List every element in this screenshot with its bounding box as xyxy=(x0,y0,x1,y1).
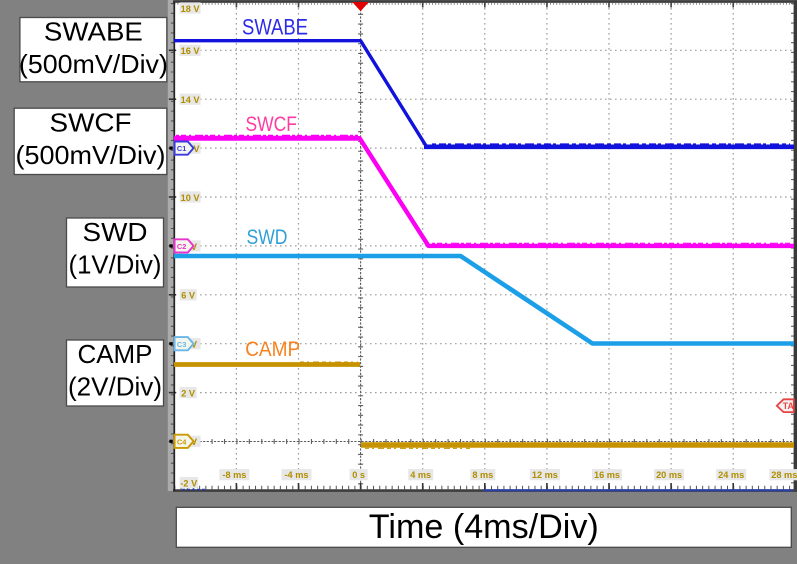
svg-text:(500mV/Div): (500mV/Div) xyxy=(19,49,168,79)
svg-text:CAMP: CAMP xyxy=(78,339,153,369)
svg-text:SWABE: SWABE xyxy=(44,17,143,47)
svg-text:(1V/Div): (1V/Div) xyxy=(69,250,162,280)
svg-text:20 ms: 20 ms xyxy=(656,470,682,480)
svg-text:0 s: 0 s xyxy=(352,470,365,480)
svg-text:TA: TA xyxy=(783,401,795,411)
svg-text:6 V: 6 V xyxy=(181,291,196,301)
svg-text:C3: C3 xyxy=(177,340,186,349)
svg-text:14 V: 14 V xyxy=(181,95,201,105)
svg-text:(2V/Div): (2V/Div) xyxy=(68,372,162,402)
svg-text:16 ms: 16 ms xyxy=(594,470,620,480)
svg-text:SWCF: SWCF xyxy=(50,107,132,137)
svg-text:-2 V: -2 V xyxy=(180,479,198,489)
svg-text:18 V: 18 V xyxy=(181,4,201,14)
svg-text:SWD: SWD xyxy=(247,225,288,249)
svg-text:(500mV/Div): (500mV/Div) xyxy=(16,140,166,170)
svg-text:C1: C1 xyxy=(177,144,186,153)
svg-text:4 ms: 4 ms xyxy=(410,470,431,480)
svg-text:SWCF: SWCF xyxy=(246,112,298,136)
svg-text:CAMP: CAMP xyxy=(245,337,300,361)
svg-text:Time (4ms/Div): Time (4ms/Div) xyxy=(369,508,599,546)
svg-text:8 ms: 8 ms xyxy=(472,470,493,480)
svg-text:12 ms: 12 ms xyxy=(532,470,558,480)
svg-text:SWD: SWD xyxy=(83,217,148,247)
svg-text:28 ms: 28 ms xyxy=(771,470,797,480)
svg-text:16 V: 16 V xyxy=(181,46,201,56)
svg-text:C4: C4 xyxy=(177,437,187,446)
svg-text:-8 ms: -8 ms xyxy=(222,470,246,480)
svg-text:-4 ms: -4 ms xyxy=(284,470,308,480)
svg-text:C2: C2 xyxy=(177,242,186,251)
svg-text:SWABE: SWABE xyxy=(242,15,308,40)
svg-text:24 ms: 24 ms xyxy=(718,470,744,480)
svg-text:10 V: 10 V xyxy=(181,193,201,203)
svg-text:2 V: 2 V xyxy=(181,389,196,399)
